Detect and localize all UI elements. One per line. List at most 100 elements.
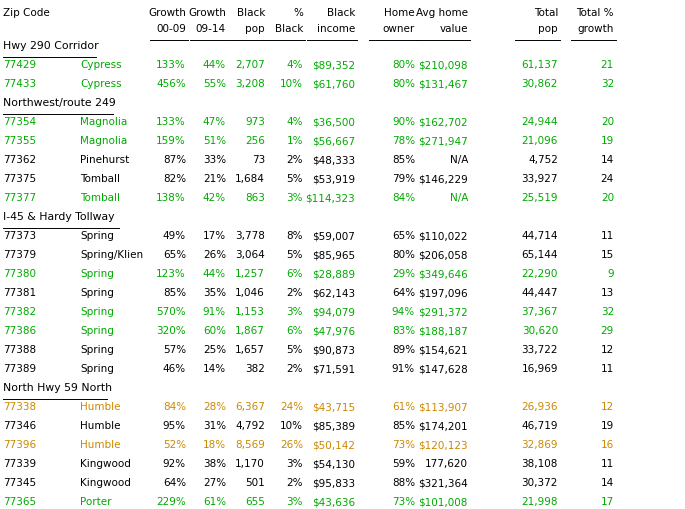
Text: 4,752: 4,752 [528, 155, 558, 165]
Text: 17%: 17% [203, 231, 226, 241]
Text: $56,667: $56,667 [312, 136, 355, 146]
Text: 3%: 3% [286, 497, 303, 507]
Text: 77433: 77433 [3, 79, 36, 89]
Text: 44%: 44% [203, 269, 226, 279]
Text: Magnolia: Magnolia [80, 117, 127, 127]
Text: 1,257: 1,257 [235, 269, 265, 279]
Text: 90%: 90% [392, 117, 415, 127]
Text: Spring: Spring [80, 231, 114, 241]
Text: 91%: 91% [203, 307, 226, 317]
Text: Tomball: Tomball [80, 174, 120, 184]
Text: 1%: 1% [286, 136, 303, 146]
Text: $89,352: $89,352 [312, 60, 355, 70]
Text: 33,927: 33,927 [521, 174, 558, 184]
Text: Avg home: Avg home [416, 8, 468, 18]
Text: 77346: 77346 [3, 421, 36, 431]
Text: 20: 20 [601, 193, 614, 203]
Text: 21,096: 21,096 [521, 136, 558, 146]
Text: 123%: 123% [156, 269, 186, 279]
Text: N/A: N/A [449, 193, 468, 203]
Text: 77365: 77365 [3, 497, 36, 507]
Text: $28,889: $28,889 [312, 269, 355, 279]
Text: pop: pop [538, 24, 558, 34]
Text: 14: 14 [601, 478, 614, 488]
Text: $71,591: $71,591 [312, 364, 355, 374]
Text: Cypress: Cypress [80, 79, 122, 89]
Text: 3%: 3% [286, 307, 303, 317]
Text: 09-14: 09-14 [196, 24, 226, 34]
Text: 15: 15 [601, 250, 614, 260]
Text: 19: 19 [601, 421, 614, 431]
Text: 44,714: 44,714 [521, 231, 558, 241]
Text: $53,919: $53,919 [312, 174, 355, 184]
Text: 2%: 2% [286, 478, 303, 488]
Text: 77388: 77388 [3, 345, 36, 355]
Text: $85,389: $85,389 [312, 421, 355, 431]
Text: 82%: 82% [163, 174, 186, 184]
Text: $113,907: $113,907 [419, 402, 468, 412]
Text: 19: 19 [601, 136, 614, 146]
Text: $349,646: $349,646 [419, 269, 468, 279]
Text: 33%: 33% [203, 155, 226, 165]
Text: 83%: 83% [392, 326, 415, 336]
Text: 44,447: 44,447 [521, 288, 558, 298]
Text: 73%: 73% [392, 440, 415, 450]
Text: 84%: 84% [163, 402, 186, 412]
Text: 59%: 59% [392, 459, 415, 469]
Text: 77355: 77355 [3, 136, 36, 146]
Text: 11: 11 [601, 364, 614, 374]
Text: 10%: 10% [280, 421, 303, 431]
Text: 65%: 65% [163, 250, 186, 260]
Text: $85,965: $85,965 [312, 250, 355, 260]
Text: 30,372: 30,372 [521, 478, 558, 488]
Text: Magnolia: Magnolia [80, 136, 127, 146]
Text: 501: 501 [245, 478, 265, 488]
Text: 177,620: 177,620 [425, 459, 468, 469]
Text: 3%: 3% [286, 193, 303, 203]
Text: 38%: 38% [203, 459, 226, 469]
Text: 77380: 77380 [3, 269, 36, 279]
Text: 77382: 77382 [3, 307, 36, 317]
Text: Spring: Spring [80, 364, 114, 374]
Text: 8,569: 8,569 [235, 440, 265, 450]
Text: $120,123: $120,123 [419, 440, 468, 450]
Text: 26%: 26% [280, 440, 303, 450]
Text: 14: 14 [601, 155, 614, 165]
Text: 47%: 47% [203, 117, 226, 127]
Text: 29%: 29% [392, 269, 415, 279]
Text: 60%: 60% [203, 326, 226, 336]
Text: 61,137: 61,137 [521, 60, 558, 70]
Text: 37,367: 37,367 [521, 307, 558, 317]
Text: 3,778: 3,778 [235, 231, 265, 241]
Text: 13: 13 [601, 288, 614, 298]
Text: $50,142: $50,142 [312, 440, 355, 450]
Text: $43,715: $43,715 [312, 402, 355, 412]
Text: $114,323: $114,323 [306, 193, 355, 203]
Text: 5%: 5% [286, 345, 303, 355]
Text: $188,187: $188,187 [419, 326, 468, 336]
Text: 88%: 88% [392, 478, 415, 488]
Text: 73: 73 [252, 155, 265, 165]
Text: 8%: 8% [286, 231, 303, 241]
Text: 77373: 77373 [3, 231, 36, 241]
Text: 5%: 5% [286, 250, 303, 260]
Text: 61%: 61% [392, 402, 415, 412]
Text: 20: 20 [601, 117, 614, 127]
Text: Northwest/route 249: Northwest/route 249 [3, 98, 116, 108]
Text: $110,022: $110,022 [419, 231, 468, 241]
Text: 138%: 138% [156, 193, 186, 203]
Text: 77338: 77338 [3, 402, 36, 412]
Text: 3,208: 3,208 [235, 79, 265, 89]
Text: $101,008: $101,008 [419, 497, 468, 507]
Text: 77339: 77339 [3, 459, 36, 469]
Text: 2%: 2% [286, 288, 303, 298]
Text: 229%: 229% [156, 497, 186, 507]
Text: 31%: 31% [203, 421, 226, 431]
Text: $271,947: $271,947 [419, 136, 468, 146]
Text: 320%: 320% [156, 326, 186, 336]
Text: 89%: 89% [392, 345, 415, 355]
Text: 94%: 94% [392, 307, 415, 317]
Text: 2%: 2% [286, 364, 303, 374]
Text: 25%: 25% [203, 345, 226, 355]
Text: 6%: 6% [286, 269, 303, 279]
